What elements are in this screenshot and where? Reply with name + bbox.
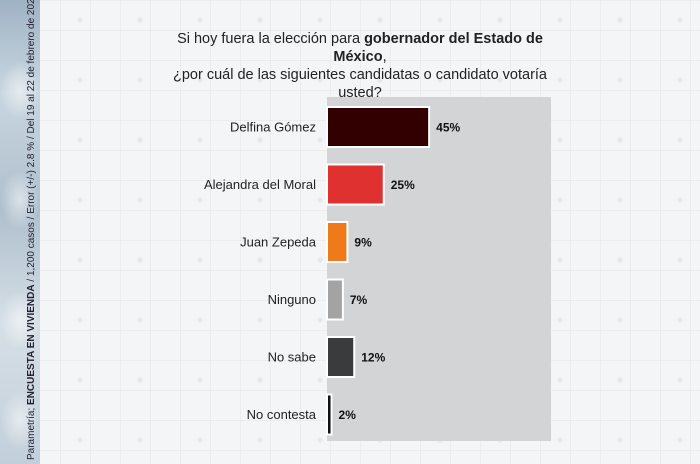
bar-3 (326, 278, 344, 321)
bar-1 (326, 163, 385, 206)
value-label: 9% (354, 236, 372, 250)
category-label: Alejandra del Moral (204, 177, 316, 192)
bar-4 (326, 336, 356, 378)
title-line-1: Si hoy fuera la elección para gobernador… (177, 31, 543, 65)
category-label: Juan Zepeda (240, 235, 317, 250)
category-label: Ninguno (268, 292, 316, 307)
category-label: No sabe (268, 350, 316, 365)
category-label: No contesta (247, 407, 317, 422)
bar-5 (326, 393, 333, 436)
bar-2 (326, 221, 349, 263)
chart-panel (327, 97, 551, 441)
side-strip (0, 0, 40, 464)
category-label: Delfina Gómez (230, 120, 316, 135)
value-label: 25% (391, 178, 415, 192)
value-label: 12% (361, 351, 385, 365)
bar-0 (326, 106, 431, 148)
value-label: 2% (339, 408, 357, 422)
value-label: 7% (350, 293, 368, 307)
value-label: 45% (436, 121, 460, 135)
